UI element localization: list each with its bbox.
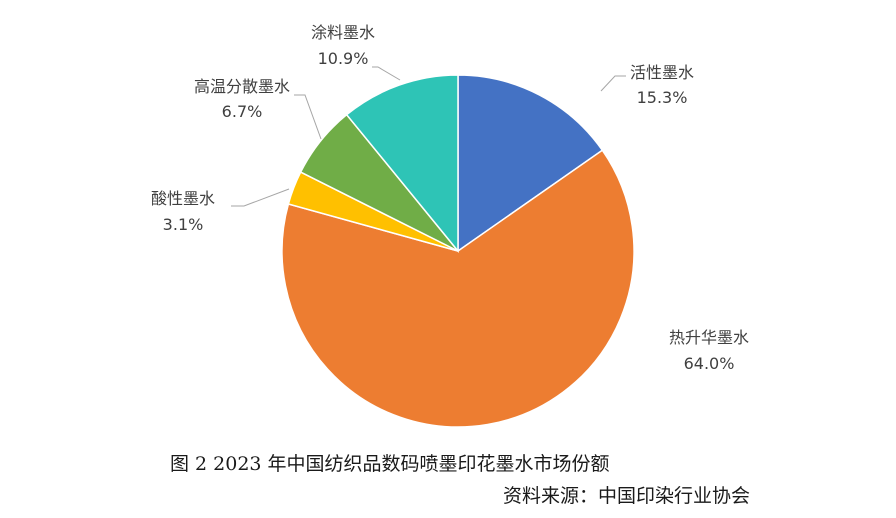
slice-label-value: 3.1%	[163, 215, 204, 234]
slice-label-name: 高温分散墨水	[194, 77, 290, 96]
slice-label-name: 涂料墨水	[311, 23, 375, 42]
pie-chart: 活性墨水 15.3% 热升华墨水 64.0% 酸性墨水 3.1% 高温分散墨水 6.7% 涂料墨…	[151, 23, 749, 428]
slice-label-value: 6.7%	[222, 102, 263, 121]
pie-slices	[281, 74, 635, 428]
slice-label-name: 活性墨水	[630, 63, 694, 82]
slice-label-value: 15.3%	[637, 88, 688, 107]
leader-line	[231, 188, 290, 207]
pie-slice	[457, 74, 604, 253]
slice-label-name: 酸性墨水	[151, 189, 215, 208]
slice-label-name: 热升华墨水	[669, 328, 749, 347]
leader-lines	[231, 66, 626, 207]
figure-caption: 图 2 2023 年中国纺织品数码喷墨印花墨水市场份额	[170, 453, 610, 475]
slice-label-value: 64.0%	[684, 354, 735, 373]
pie-slice	[345, 74, 459, 254]
leader-line	[600, 75, 626, 92]
pie-slice	[281, 149, 635, 428]
slice-label-value: 10.9%	[318, 49, 369, 68]
leader-line	[294, 94, 322, 140]
slice-labels: 活性墨水 15.3% 热升华墨水 64.0% 酸性墨水 3.1% 高温分散墨水 6.7% 涂料墨…	[151, 23, 749, 373]
leader-line	[372, 66, 401, 81]
source-caption: 资料来源：中国印染行业协会	[503, 485, 751, 507]
